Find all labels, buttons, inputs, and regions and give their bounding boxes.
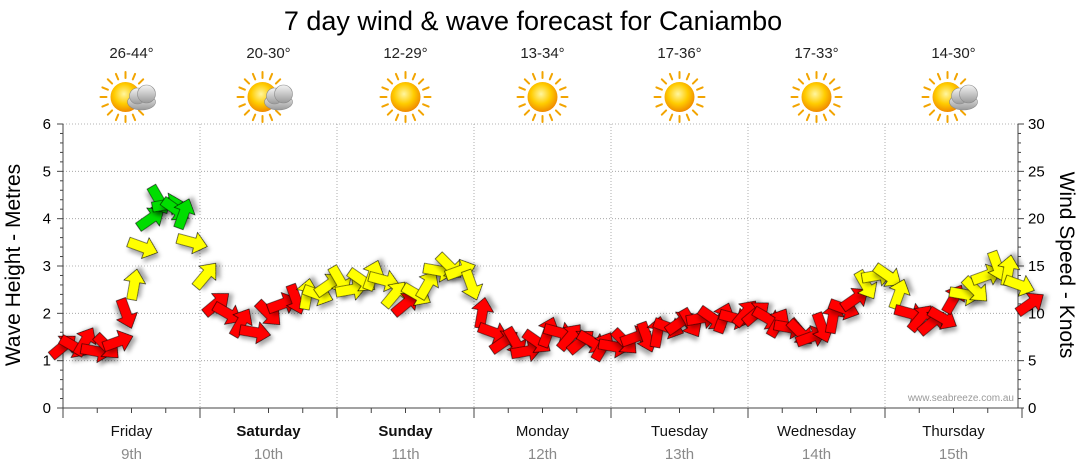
day-name-label: Saturday xyxy=(236,423,301,440)
day-temperature: 12-29° xyxy=(383,45,427,62)
day-date-label: 14th xyxy=(802,446,831,463)
day-name-label: Wednesday xyxy=(777,423,856,440)
y-axis-right-label: Wind Speed - Knots xyxy=(1055,172,1078,359)
day-temperature: 14-30° xyxy=(931,45,975,62)
day-name-label: Tuesday xyxy=(651,423,708,440)
sun-icon xyxy=(653,71,706,123)
y-right-tick-label: 0 xyxy=(1028,400,1036,417)
sun-icon-glyph xyxy=(516,71,569,123)
day-date-label: 15th xyxy=(939,446,968,463)
y-right-tick-label: 10 xyxy=(1028,305,1045,322)
sun-icon-glyph xyxy=(379,71,432,123)
wind-arrow xyxy=(853,268,878,300)
day-date-label: 10th xyxy=(254,446,283,463)
day-name-label: Thursday xyxy=(922,423,985,440)
plot-axes: 0 1 2 3 4 5 6 0 5 10 15 20 25 30 xyxy=(43,116,1045,418)
partly-cloudy-icon-glyph xyxy=(101,72,156,122)
sun-icon xyxy=(379,71,432,123)
y-left-tick-label: 5 xyxy=(43,163,51,180)
sun-icon xyxy=(790,71,843,123)
partly-cloudy-icon-glyph xyxy=(238,72,293,122)
day-date-label: 13th xyxy=(665,446,694,463)
partly-cloudy-icon xyxy=(238,72,293,122)
day-temperature: 20-30° xyxy=(246,45,290,62)
day-temperature: 17-36° xyxy=(657,45,701,62)
wind-arrow xyxy=(115,297,138,329)
day-name-label: Monday xyxy=(516,423,570,440)
wind-arrow xyxy=(415,270,439,301)
day-temperature: 26-44° xyxy=(109,45,153,62)
y-right-tick-label: 5 xyxy=(1028,353,1036,370)
day-date-label: 11th xyxy=(391,446,419,463)
wind-arrow xyxy=(872,262,902,287)
partly-cloudy-icon-glyph xyxy=(923,72,978,122)
day-temperature: 17-33° xyxy=(794,45,838,62)
y-axis-left-label: Wave Height - Metres xyxy=(2,164,25,366)
y-left-tick-label: 0 xyxy=(43,400,51,417)
day-name-label: Sunday xyxy=(378,423,433,440)
daily-weather-header: 26-44° 20-30° 12-29° 13-34° 17-36° 17-33° 14-3… xyxy=(101,45,978,123)
sun-icon-glyph xyxy=(790,71,843,123)
wind-arrow xyxy=(960,275,988,302)
wind-arrow xyxy=(1014,292,1044,318)
wind-arrow xyxy=(211,301,242,325)
wind-arrow xyxy=(101,329,134,352)
y-left-tick-label: 2 xyxy=(43,305,51,322)
day-temperature: 13-34° xyxy=(520,45,564,62)
wind-arrow xyxy=(173,198,196,231)
wind-arrow xyxy=(238,321,272,345)
y-left-tick-label: 1 xyxy=(43,353,51,370)
chart-title: 7 day wind & wave forecast for Caniambo xyxy=(284,6,782,36)
wind-arrow xyxy=(926,305,957,330)
sun-icon-glyph xyxy=(653,71,706,123)
wind-arrow xyxy=(175,231,208,255)
x-axis-day-labels: Friday 9th Saturday 10th Sunday 11th Monday 12t… xyxy=(111,423,986,463)
wind-arrow xyxy=(126,236,158,259)
wind-arrow xyxy=(135,207,165,232)
y-right-tick-label: 15 xyxy=(1028,258,1045,275)
y-right-tick-label: 25 xyxy=(1028,163,1045,180)
wind-arrow xyxy=(461,268,484,301)
wind-arrow xyxy=(228,308,253,339)
wind-arrow xyxy=(123,268,147,301)
y-right-tick-label: 30 xyxy=(1028,116,1045,133)
wind-arrow xyxy=(191,262,217,291)
partly-cloudy-icon xyxy=(101,72,156,122)
partly-cloudy-icon xyxy=(923,72,978,122)
y-left-tick-label: 4 xyxy=(43,211,51,228)
y-left-tick-label: 6 xyxy=(43,116,51,133)
day-name-label: Friday xyxy=(111,423,153,440)
sun-icon xyxy=(516,71,569,123)
wind-series xyxy=(47,183,1044,364)
wind-arrow xyxy=(72,327,97,358)
y-left-tick-label: 3 xyxy=(43,258,51,275)
y-right-tick-label: 20 xyxy=(1028,211,1045,228)
credit-label: www.seabreeze.com.au xyxy=(907,393,1014,404)
day-date-label: 12th xyxy=(528,446,557,463)
day-date-label: 9th xyxy=(121,446,142,463)
